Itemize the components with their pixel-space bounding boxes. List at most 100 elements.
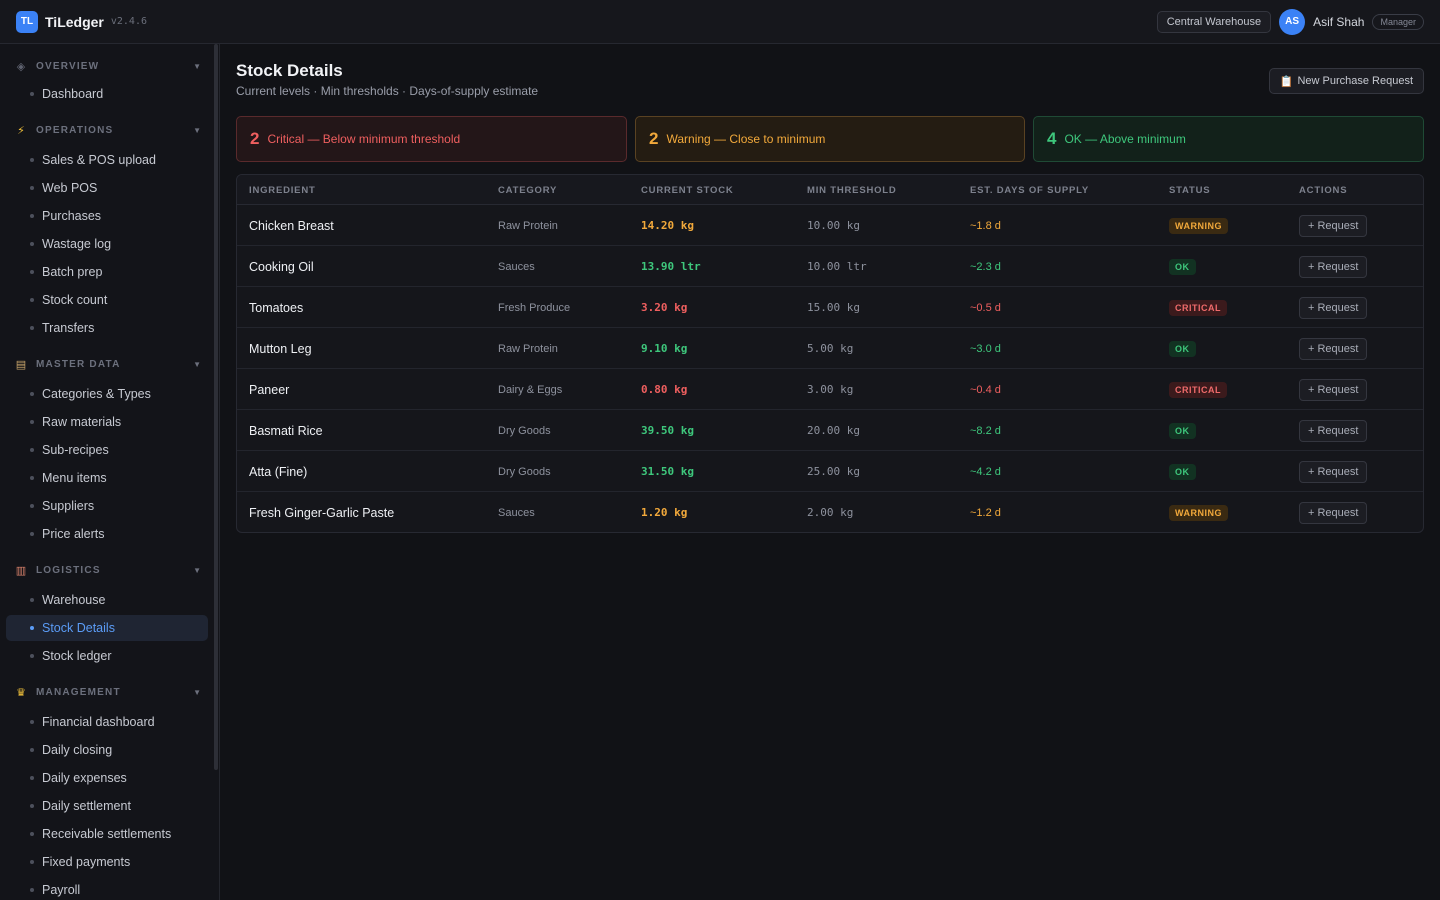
sidebar-item-receivable-settlements[interactable]: Receivable settlements	[6, 821, 208, 847]
status-badge: OK	[1169, 340, 1196, 357]
ingredient-name: Atta (Fine)	[249, 464, 308, 479]
ok-count: 4	[1047, 129, 1057, 148]
ingredient-name: Cooking Oil	[249, 259, 314, 274]
sidebar-item-raw-materials[interactable]: Raw materials	[6, 409, 208, 435]
sidebar-item-label: Menu items	[42, 471, 107, 485]
bullet-icon	[30, 888, 34, 892]
sidebar-item-menu-items[interactable]: Menu items	[6, 465, 208, 491]
sidebar-item-label: Transfers	[42, 321, 95, 335]
action-cell: + Request	[1299, 410, 1368, 451]
sidebar-item-suppliers[interactable]: Suppliers	[6, 493, 208, 519]
sidebar-item-label: Categories & Types	[42, 387, 151, 401]
section-operations[interactable]: ⚡ OPERATIONS ▼	[14, 121, 201, 139]
sidebar-scrollbar[interactable]	[214, 44, 218, 770]
sidebar-item-label: Stock ledger	[42, 649, 112, 663]
status-cell: WARNING	[1169, 492, 1228, 532]
role-badge: Manager	[1372, 13, 1424, 30]
ingredient-category: Sauces	[498, 506, 535, 519]
bullet-icon	[30, 720, 34, 724]
status-cell: CRITICAL	[1169, 287, 1227, 328]
sidebar-item-stock-details[interactable]: Stock Details	[6, 615, 208, 641]
column-header-days-of-supply[interactable]: EST. DAYS OF SUPPLY	[970, 185, 1090, 196]
table-row[interactable]: Fresh Ginger-Garlic Paste Sauces 1.20 kg 2.…	[237, 492, 1423, 532]
summary-critical-card[interactable]: 2 Critical — Below minimum threshold	[236, 116, 627, 162]
ok-label: OK — Above minimum	[1064, 132, 1186, 146]
sidebar-item-categories-types[interactable]: Categories & Types	[6, 381, 208, 407]
column-header-current-stock[interactable]: CURRENT STOCK	[641, 185, 734, 196]
sidebar-item-label: Receivable settlements	[42, 827, 172, 841]
section-master-data[interactable]: ▤ MASTER DATA ▼	[14, 355, 201, 373]
request-button[interactable]: + Request	[1299, 501, 1368, 524]
top-bar: TL TiLedger v2.4.6 Central Warehouse AS …	[0, 0, 1440, 44]
sidebar-item-sales-pos-upload[interactable]: Sales & POS upload	[6, 147, 208, 173]
summary-ok-card[interactable]: 4 OK — Above minimum	[1033, 116, 1424, 162]
section-title: MASTER DATA	[36, 358, 121, 370]
column-header-status[interactable]: STATUS	[1169, 185, 1211, 196]
sidebar-item-daily-closing[interactable]: Daily closing	[6, 737, 208, 763]
current-stock: 9.10 kg	[641, 342, 688, 355]
ingredient-category: Raw Protein	[498, 342, 558, 355]
request-button[interactable]: + Request	[1299, 378, 1368, 401]
table-row[interactable]: Atta (Fine) Dry Goods 31.50 kg 25.00 kg ~4.2…	[237, 451, 1423, 492]
section-logistics[interactable]: ▥ LOGISTICS ▼	[14, 561, 201, 579]
sidebar-item-payroll[interactable]: Payroll	[6, 877, 208, 900]
warning-count: 2	[649, 129, 659, 148]
status-badge: WARNING	[1169, 504, 1228, 521]
stock-table: INGREDIENT CATEGORY CURRENT STOCK MIN TH…	[236, 174, 1424, 533]
status-badge: OK	[1169, 422, 1196, 439]
sidebar-item-wastage-log[interactable]: Wastage log	[6, 231, 208, 257]
sidebar-item-warehouse[interactable]: Warehouse	[6, 587, 208, 613]
sidebar-item-fixed-payments[interactable]: Fixed payments	[6, 849, 208, 875]
app-logo[interactable]: TL	[16, 10, 38, 33]
days-of-supply: ~0.4 d	[970, 383, 1001, 396]
section-management[interactable]: ♛ MANAGEMENT ▼	[14, 683, 201, 701]
summary-warning-card[interactable]: 2 Warning — Close to minimum	[635, 116, 1025, 162]
table-row[interactable]: Basmati Rice Dry Goods 39.50 kg 20.00 kg ~8.…	[237, 410, 1423, 451]
table-row[interactable]: Cooking Oil Sauces 13.90 ltr 10.00 ltr ~2.3 …	[237, 246, 1423, 287]
request-button[interactable]: + Request	[1299, 419, 1368, 442]
sidebar-item-sub-recipes[interactable]: Sub-recipes	[6, 437, 208, 463]
warehouse-selector[interactable]: Central Warehouse	[1156, 10, 1272, 33]
sidebar-item-stock-ledger[interactable]: Stock ledger	[6, 643, 208, 669]
ingredient-category: Sauces	[498, 260, 535, 273]
bullet-icon	[30, 186, 34, 190]
page-title: Stock Details	[236, 61, 343, 80]
request-button[interactable]: + Request	[1299, 214, 1368, 237]
action-cell: + Request	[1299, 492, 1368, 532]
sidebar-item-web-pos[interactable]: Web POS	[6, 175, 208, 201]
column-header-category[interactable]: CATEGORY	[498, 185, 558, 196]
table-row[interactable]: Paneer Dairy & Eggs 0.80 kg 3.00 kg ~0.4 d CR…	[237, 369, 1423, 410]
request-button[interactable]: + Request	[1299, 296, 1368, 319]
request-button[interactable]: + Request	[1299, 255, 1368, 278]
user-name[interactable]: Asif Shah	[1313, 14, 1365, 29]
column-header-min-threshold[interactable]: MIN THRESHOLD	[807, 185, 897, 196]
section-title: OPERATIONS	[36, 124, 114, 136]
bullet-icon	[30, 242, 34, 246]
column-header-ingredient[interactable]: INGREDIENT	[249, 185, 316, 196]
sidebar-item-price-alerts[interactable]: Price alerts	[6, 521, 208, 547]
current-stock: 14.20 kg	[641, 219, 694, 232]
sidebar-item-purchases[interactable]: Purchases	[6, 203, 208, 229]
table-row[interactable]: Mutton Leg Raw Protein 9.10 kg 5.00 kg ~3.0 …	[237, 328, 1423, 369]
table-row[interactable]: Tomatoes Fresh Produce 3.20 kg 15.00 kg ~0.5…	[237, 287, 1423, 328]
sidebar-item-dashboard[interactable]: Dashboard	[6, 81, 208, 107]
sidebar-item-daily-settlement[interactable]: Daily settlement	[6, 793, 208, 819]
chevron-down-icon: ▼	[193, 125, 201, 135]
request-button[interactable]: + Request	[1299, 460, 1368, 483]
new-purchase-request-button[interactable]: 📋 New Purchase Request	[1268, 68, 1424, 94]
avatar[interactable]: AS	[1279, 8, 1306, 35]
ingredient-name: Basmati Rice	[249, 423, 323, 438]
sidebar-item-batch-prep[interactable]: Batch prep	[6, 259, 208, 285]
section-overview[interactable]: ◈ OVERVIEW ▼	[14, 57, 201, 75]
sidebar-item-transfers[interactable]: Transfers	[6, 315, 208, 341]
request-button[interactable]: + Request	[1299, 337, 1368, 360]
current-stock: 1.20 kg	[641, 506, 688, 519]
sidebar-item-financial-dashboard[interactable]: Financial dashboard	[6, 709, 208, 735]
ingredient-name: Paneer	[249, 382, 290, 397]
chevron-down-icon: ▼	[193, 359, 201, 369]
bullet-icon	[30, 214, 34, 218]
table-row[interactable]: Chicken Breast Raw Protein 14.20 kg 10.00 k…	[237, 205, 1423, 246]
sidebar-item-daily-expenses[interactable]: Daily expenses	[6, 765, 208, 791]
days-of-supply: ~1.8 d	[970, 219, 1001, 232]
sidebar-item-stock-count[interactable]: Stock count	[6, 287, 208, 313]
